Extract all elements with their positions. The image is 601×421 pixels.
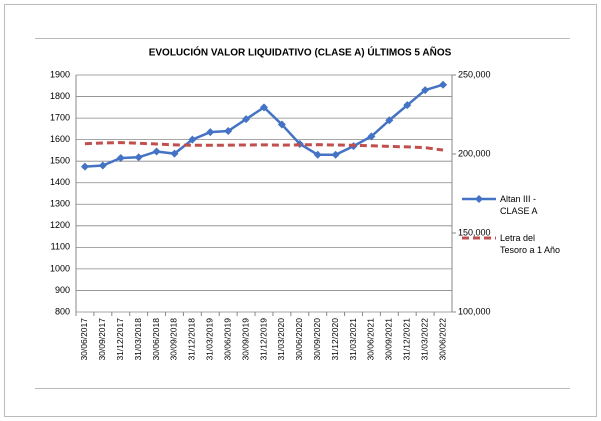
marker [206, 128, 215, 137]
marker [170, 149, 179, 158]
x-tick-label: 30/06/2021 [366, 318, 376, 361]
x-tick-label: 30/09/2017 [97, 318, 107, 361]
legend-label: Altan III - CLASE A [500, 194, 538, 216]
x-tick-label: 30/06/2018 [151, 318, 161, 361]
chart-title: EVOLUCIÓN VALOR LIQUIDATIVO (CLASE A) ÚL… [149, 46, 452, 59]
marker [403, 101, 412, 110]
marker [80, 162, 89, 171]
y-tick-label: 1000 [50, 263, 70, 273]
y-tick-label: 1600 [50, 134, 70, 144]
x-tick-label: 31/12/2019 [258, 318, 268, 361]
x-tick-label: 31/12/2021 [401, 318, 411, 361]
marker [439, 80, 448, 89]
x-tick-label: 30/06/2022 [437, 318, 447, 361]
marker [260, 103, 268, 112]
x-tick-label: 30/09/2020 [312, 318, 322, 361]
x-tick-label: 31/12/2017 [115, 318, 125, 361]
y2-tick-label: 100,000 [458, 306, 491, 316]
marker [385, 116, 394, 125]
x-tick-label: 31/12/2018 [187, 318, 197, 361]
x-tick-label: 30/09/2019 [240, 318, 250, 361]
x-tick-label: 30/09/2021 [384, 318, 394, 361]
y-tick-label: 1900 [50, 69, 70, 79]
marker [313, 150, 322, 159]
y-tick-label: 1700 [50, 112, 70, 122]
x-tick-label: 31/03/2018 [133, 318, 143, 361]
x-tick-label: 30/06/2020 [294, 318, 304, 361]
y2-tick-label: 150,000 [458, 227, 491, 237]
x-tick-label: 30/09/2018 [169, 318, 179, 361]
marker [134, 153, 143, 162]
legend-symbol [475, 195, 483, 203]
y-tick-label: 900 [55, 285, 70, 295]
y-tick-label: 1200 [50, 220, 70, 230]
series-line [84, 141, 444, 152]
y2-tick-label: 250,000 [458, 69, 491, 79]
marker [242, 115, 251, 124]
y-tick-label: 800 [55, 306, 70, 316]
marker [277, 120, 286, 129]
y-tick-label: 1300 [50, 199, 70, 209]
marker [367, 132, 376, 141]
x-tick-label: 31/03/2021 [348, 318, 358, 361]
marker [98, 161, 107, 170]
marker [152, 147, 161, 156]
frame [4, 4, 597, 417]
y-tick-label: 1400 [50, 177, 70, 187]
marker [224, 127, 233, 136]
x-tick-label: 31/03/2022 [419, 318, 429, 361]
marker [331, 150, 340, 159]
marker [421, 86, 430, 95]
x-tick-label: 31/12/2020 [330, 318, 340, 361]
y-tick-label: 1100 [51, 242, 70, 252]
x-tick-label: 30/06/2019 [222, 318, 232, 361]
x-tick-label: 31/03/2020 [276, 318, 286, 361]
y-tick-label: 1500 [50, 156, 70, 166]
y2-tick-label: 200,000 [458, 148, 491, 158]
marker [116, 153, 125, 162]
x-tick-label: 31/03/2019 [205, 318, 215, 361]
marker [188, 135, 197, 144]
y-tick-label: 1800 [50, 91, 70, 101]
legend-label: Letra del Tesoro a 1 Año [500, 233, 561, 255]
x-tick-label: 30/06/2017 [79, 318, 89, 361]
